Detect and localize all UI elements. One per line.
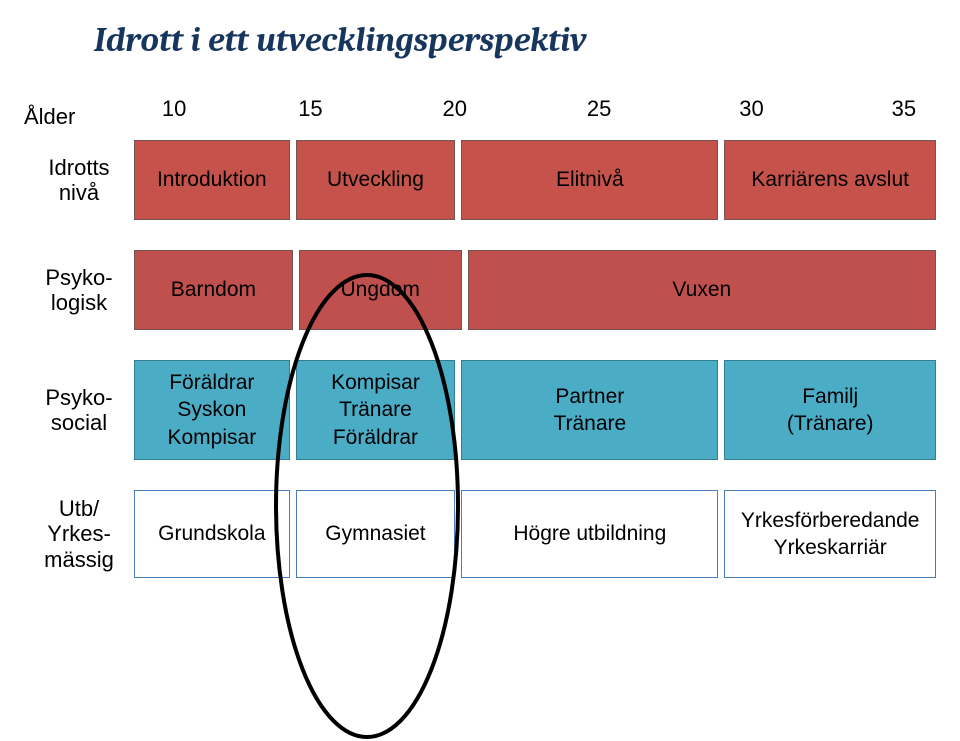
row-boxes: Grundskola Gymnasiet Högre utbildning Yrkes… [134, 490, 936, 578]
row-idrott: Idrotts nivå Introduktion Utveckling Elitn… [24, 140, 936, 220]
label-line: mässig [24, 547, 134, 572]
box-text-line: Karriärens avslut [751, 166, 909, 193]
box-text-line: Gymnasiet [325, 520, 425, 547]
box-text-line: Högre utbildning [513, 520, 666, 547]
row-label-utb: Utb/ Yrkes- mässig [24, 490, 134, 578]
row-psyko: Psyko- logisk Barndom Ungdom Vuxen [24, 250, 936, 330]
stage-box: Vuxen [468, 250, 936, 330]
diagram-area: Ålder 10 15 20 25 30 35 Idrotts nivå Int… [24, 96, 936, 578]
stage-box: Karriärens avslut [724, 140, 936, 220]
stage-box: YrkesförberedandeYrkeskarriär [724, 490, 936, 578]
stage-box: Ungdom [299, 250, 462, 330]
stage-box: Grundskola [134, 490, 290, 578]
row-label-psyko: Psyko- logisk [24, 250, 134, 330]
age-tick: 30 [739, 96, 763, 122]
row-utb: Utb/ Yrkes- mässig Grundskola Gymnasiet Hö… [24, 490, 936, 578]
stage-box: Introduktion [134, 140, 290, 220]
age-scale-ticks: 10 15 20 25 30 35 [134, 96, 936, 124]
box-text-line: Vuxen [672, 276, 731, 303]
age-tick: 15 [298, 96, 322, 122]
row-boxes: Introduktion Utveckling Elitnivå Karriärens… [134, 140, 936, 220]
row-social: Psyko- social FöräldrarSyskonKompisarKom… [24, 360, 936, 460]
age-tick: 20 [443, 96, 467, 122]
box-text-line: Familj [802, 383, 858, 410]
box-text-line: Grundskola [158, 520, 265, 547]
box-text-line: Föräldrar [169, 369, 254, 396]
label-line: Yrkes- [24, 521, 134, 546]
box-text-line: Partner [555, 383, 624, 410]
stage-box: Utveckling [296, 140, 456, 220]
box-text-line: Yrkesförberedande [741, 507, 920, 534]
stage-box: Högre utbildning [461, 490, 718, 578]
age-tick: 10 [162, 96, 186, 122]
box-text-line: Syskon [177, 396, 246, 423]
box-text-line: Tränare [339, 396, 412, 423]
box-text-line: Kompisar [331, 369, 420, 396]
label-line: Utb/ [24, 496, 134, 521]
row-label-idrott: Idrotts nivå [24, 140, 134, 220]
label-line: Psyko- [24, 265, 134, 290]
age-scale-row: Ålder 10 15 20 25 30 35 [24, 96, 936, 130]
box-text-line: Introduktion [157, 166, 267, 193]
row-boxes: Barndom Ungdom Vuxen [134, 250, 936, 330]
stage-box: Barndom [134, 250, 293, 330]
stage-box: Familj(Tränare) [724, 360, 936, 460]
page-title: Idrott i ett utvecklingsperspektiv [94, 20, 936, 60]
age-tick: 25 [587, 96, 611, 122]
label-line: Idrotts [24, 155, 134, 180]
box-text-line: Utveckling [327, 166, 424, 193]
age-tick: 35 [892, 96, 916, 122]
row-boxes: FöräldrarSyskonKompisarKompisarTränareFö… [134, 360, 936, 460]
box-text-line: Ungdom [341, 276, 420, 303]
box-text-line: (Tränare) [787, 410, 874, 437]
box-text-line: Föräldrar [333, 424, 418, 451]
label-line: nivå [24, 180, 134, 205]
age-scale-label: Ålder [24, 104, 134, 130]
label-line: logisk [24, 290, 134, 315]
box-text-line: Kompisar [167, 424, 256, 451]
box-text-line: Elitnivå [556, 166, 624, 193]
stage-box: KompisarTränareFöräldrar [296, 360, 456, 460]
label-line: social [24, 410, 134, 435]
stage-box: Elitnivå [461, 140, 718, 220]
row-label-social: Psyko- social [24, 360, 134, 460]
box-text-line: Barndom [171, 276, 256, 303]
box-text-line: Tränare [553, 410, 626, 437]
stage-box: Gymnasiet [296, 490, 456, 578]
box-text-line: Yrkeskarriär [774, 534, 887, 561]
stage-box: PartnerTränare [461, 360, 718, 460]
label-line: Psyko- [24, 385, 134, 410]
stage-box: FöräldrarSyskonKompisar [134, 360, 290, 460]
